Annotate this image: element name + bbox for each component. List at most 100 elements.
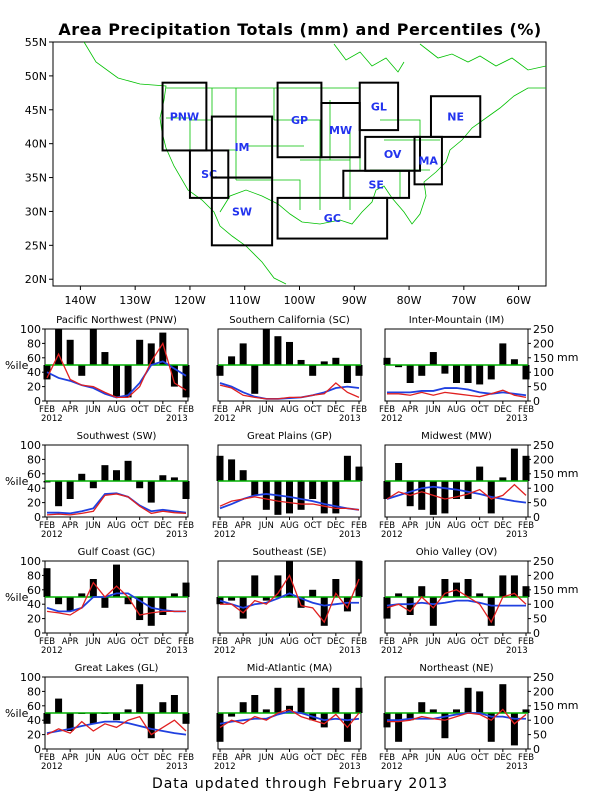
- percentile-bar: [113, 470, 120, 481]
- y-axis-label-right: mm: [557, 351, 578, 364]
- x-tick-label: AUG: [107, 753, 126, 763]
- percentile-bar: [297, 597, 305, 608]
- panel-title: Southern California (SC): [229, 315, 350, 326]
- y2-tick-label: 0: [533, 511, 540, 524]
- x-tick-label: DEC: [154, 753, 172, 763]
- percentile-bar: [251, 481, 259, 496]
- percentile-bar: [395, 463, 403, 481]
- lon-tick-label: 130W: [119, 294, 151, 307]
- x-tick-label: AUG: [280, 521, 299, 531]
- panel-title: Gulf Coast (GC): [78, 547, 156, 558]
- percentile-bar: [159, 597, 167, 615]
- x-tick-label: FEB: [178, 637, 194, 647]
- lon-tick-label: 140W: [64, 294, 96, 307]
- lon-tick-label: 120W: [174, 294, 206, 307]
- percentile-bar: [228, 597, 236, 601]
- percentile-bar: [239, 702, 247, 713]
- x-year-start: 2012: [214, 530, 236, 540]
- y2-tick-label: 200: [533, 337, 554, 350]
- percentile-bar: [453, 365, 460, 383]
- x-tick-label: JUN: [85, 637, 101, 647]
- y2-tick-label: 50: [533, 729, 547, 742]
- percentile-bar: [159, 702, 167, 713]
- x-tick-label: APR: [62, 637, 79, 647]
- percentile-bar: [418, 586, 426, 597]
- x-tick-label: FEB: [178, 753, 194, 763]
- percentile-bar: [309, 365, 317, 376]
- percentile-bar: [147, 713, 155, 739]
- x-tick-label: AUG: [447, 637, 466, 647]
- percentile-bar: [429, 352, 437, 365]
- lat-tick-label: 20N: [25, 273, 47, 286]
- x-tick-label: FEB: [518, 521, 534, 531]
- percentile-bar: [89, 481, 97, 489]
- y2-tick-label: 250: [533, 323, 554, 336]
- x-tick-label: FEB: [379, 405, 395, 415]
- percentile-bar: [43, 713, 51, 724]
- percentile-bar: [159, 475, 167, 481]
- x-tick-label: AUG: [447, 753, 466, 763]
- percentile-bar: [89, 329, 97, 365]
- percentile-bar: [78, 473, 86, 481]
- map-borders: [83, 41, 547, 285]
- x-tick-label: OCT: [304, 753, 323, 763]
- x-year-end: 2013: [339, 646, 361, 656]
- lon-tick-label: 60W: [506, 294, 531, 307]
- region-label-gp: GP: [291, 114, 308, 127]
- x-year-end: 2013: [166, 530, 188, 540]
- percentile-bar: [55, 597, 63, 605]
- y2-tick-label: 250: [533, 439, 554, 452]
- percentile-bar: [228, 356, 236, 365]
- y-tick-label: 80: [27, 685, 41, 698]
- region-label-gc: GC: [324, 212, 341, 225]
- percentile-bar: [228, 713, 236, 717]
- x-tick-label: DEC: [327, 521, 345, 531]
- percentile-bar: [383, 357, 391, 365]
- x-tick-label: OCT: [304, 521, 323, 531]
- percentile-bar: [332, 481, 340, 514]
- region-boxes: PNW SC IM SW GP MW GL NE OV MA SE GC: [161, 81, 482, 247]
- x-tick-label: APR: [235, 753, 252, 763]
- x-tick-label: AUG: [280, 637, 299, 647]
- percentile-bar: [124, 460, 132, 481]
- percentile-line: [220, 573, 360, 624]
- x-tick-label: DEC: [494, 753, 512, 763]
- x-year-end: 2013: [506, 414, 528, 424]
- percentile-bar: [499, 575, 507, 597]
- percentile-bar: [464, 481, 472, 499]
- x-tick-label: DEC: [327, 405, 345, 415]
- x-tick-label: APR: [402, 637, 419, 647]
- y-tick-label: 20: [27, 729, 41, 742]
- panel-title: Great Plains (GP): [247, 431, 332, 442]
- region-label-gl: GL: [371, 100, 387, 113]
- percentile-bar: [332, 357, 340, 365]
- percentile-line: [387, 389, 527, 399]
- total-line: [219, 382, 360, 400]
- percentile-bar: [216, 365, 224, 376]
- percentile-bar: [418, 481, 426, 510]
- panel-title: Northeast (NE): [419, 663, 493, 674]
- y2-tick-label: 200: [533, 685, 554, 698]
- x-year-end: 2013: [166, 646, 188, 656]
- y-tick-label: 20: [27, 613, 41, 626]
- y2-tick-label: 200: [533, 453, 554, 466]
- percentile-bar: [332, 579, 340, 597]
- panel-11: Mid-Atlantic (MA)FEB APR JUN AUG OCT DEC FEB20…: [212, 663, 367, 772]
- y-tick-label: 0: [34, 511, 41, 524]
- y2-tick-label: 150: [533, 352, 554, 365]
- percentile-bar: [320, 597, 328, 626]
- x-tick-label: OCT: [304, 405, 323, 415]
- x-tick-label: OCT: [471, 521, 490, 531]
- lon-tick-label: 80W: [397, 294, 422, 307]
- panel-title: Great Lakes (GL): [75, 663, 159, 674]
- percentile-bar: [182, 481, 190, 499]
- percentile-bar: [124, 365, 132, 398]
- x-tick-label: AUG: [107, 521, 126, 531]
- percentile-bar: [395, 713, 403, 742]
- y2-tick-label: 150: [533, 700, 554, 713]
- percentile-bar: [476, 593, 484, 597]
- y2-tick-label: 250: [533, 555, 554, 568]
- y2-tick-label: 100: [533, 714, 554, 727]
